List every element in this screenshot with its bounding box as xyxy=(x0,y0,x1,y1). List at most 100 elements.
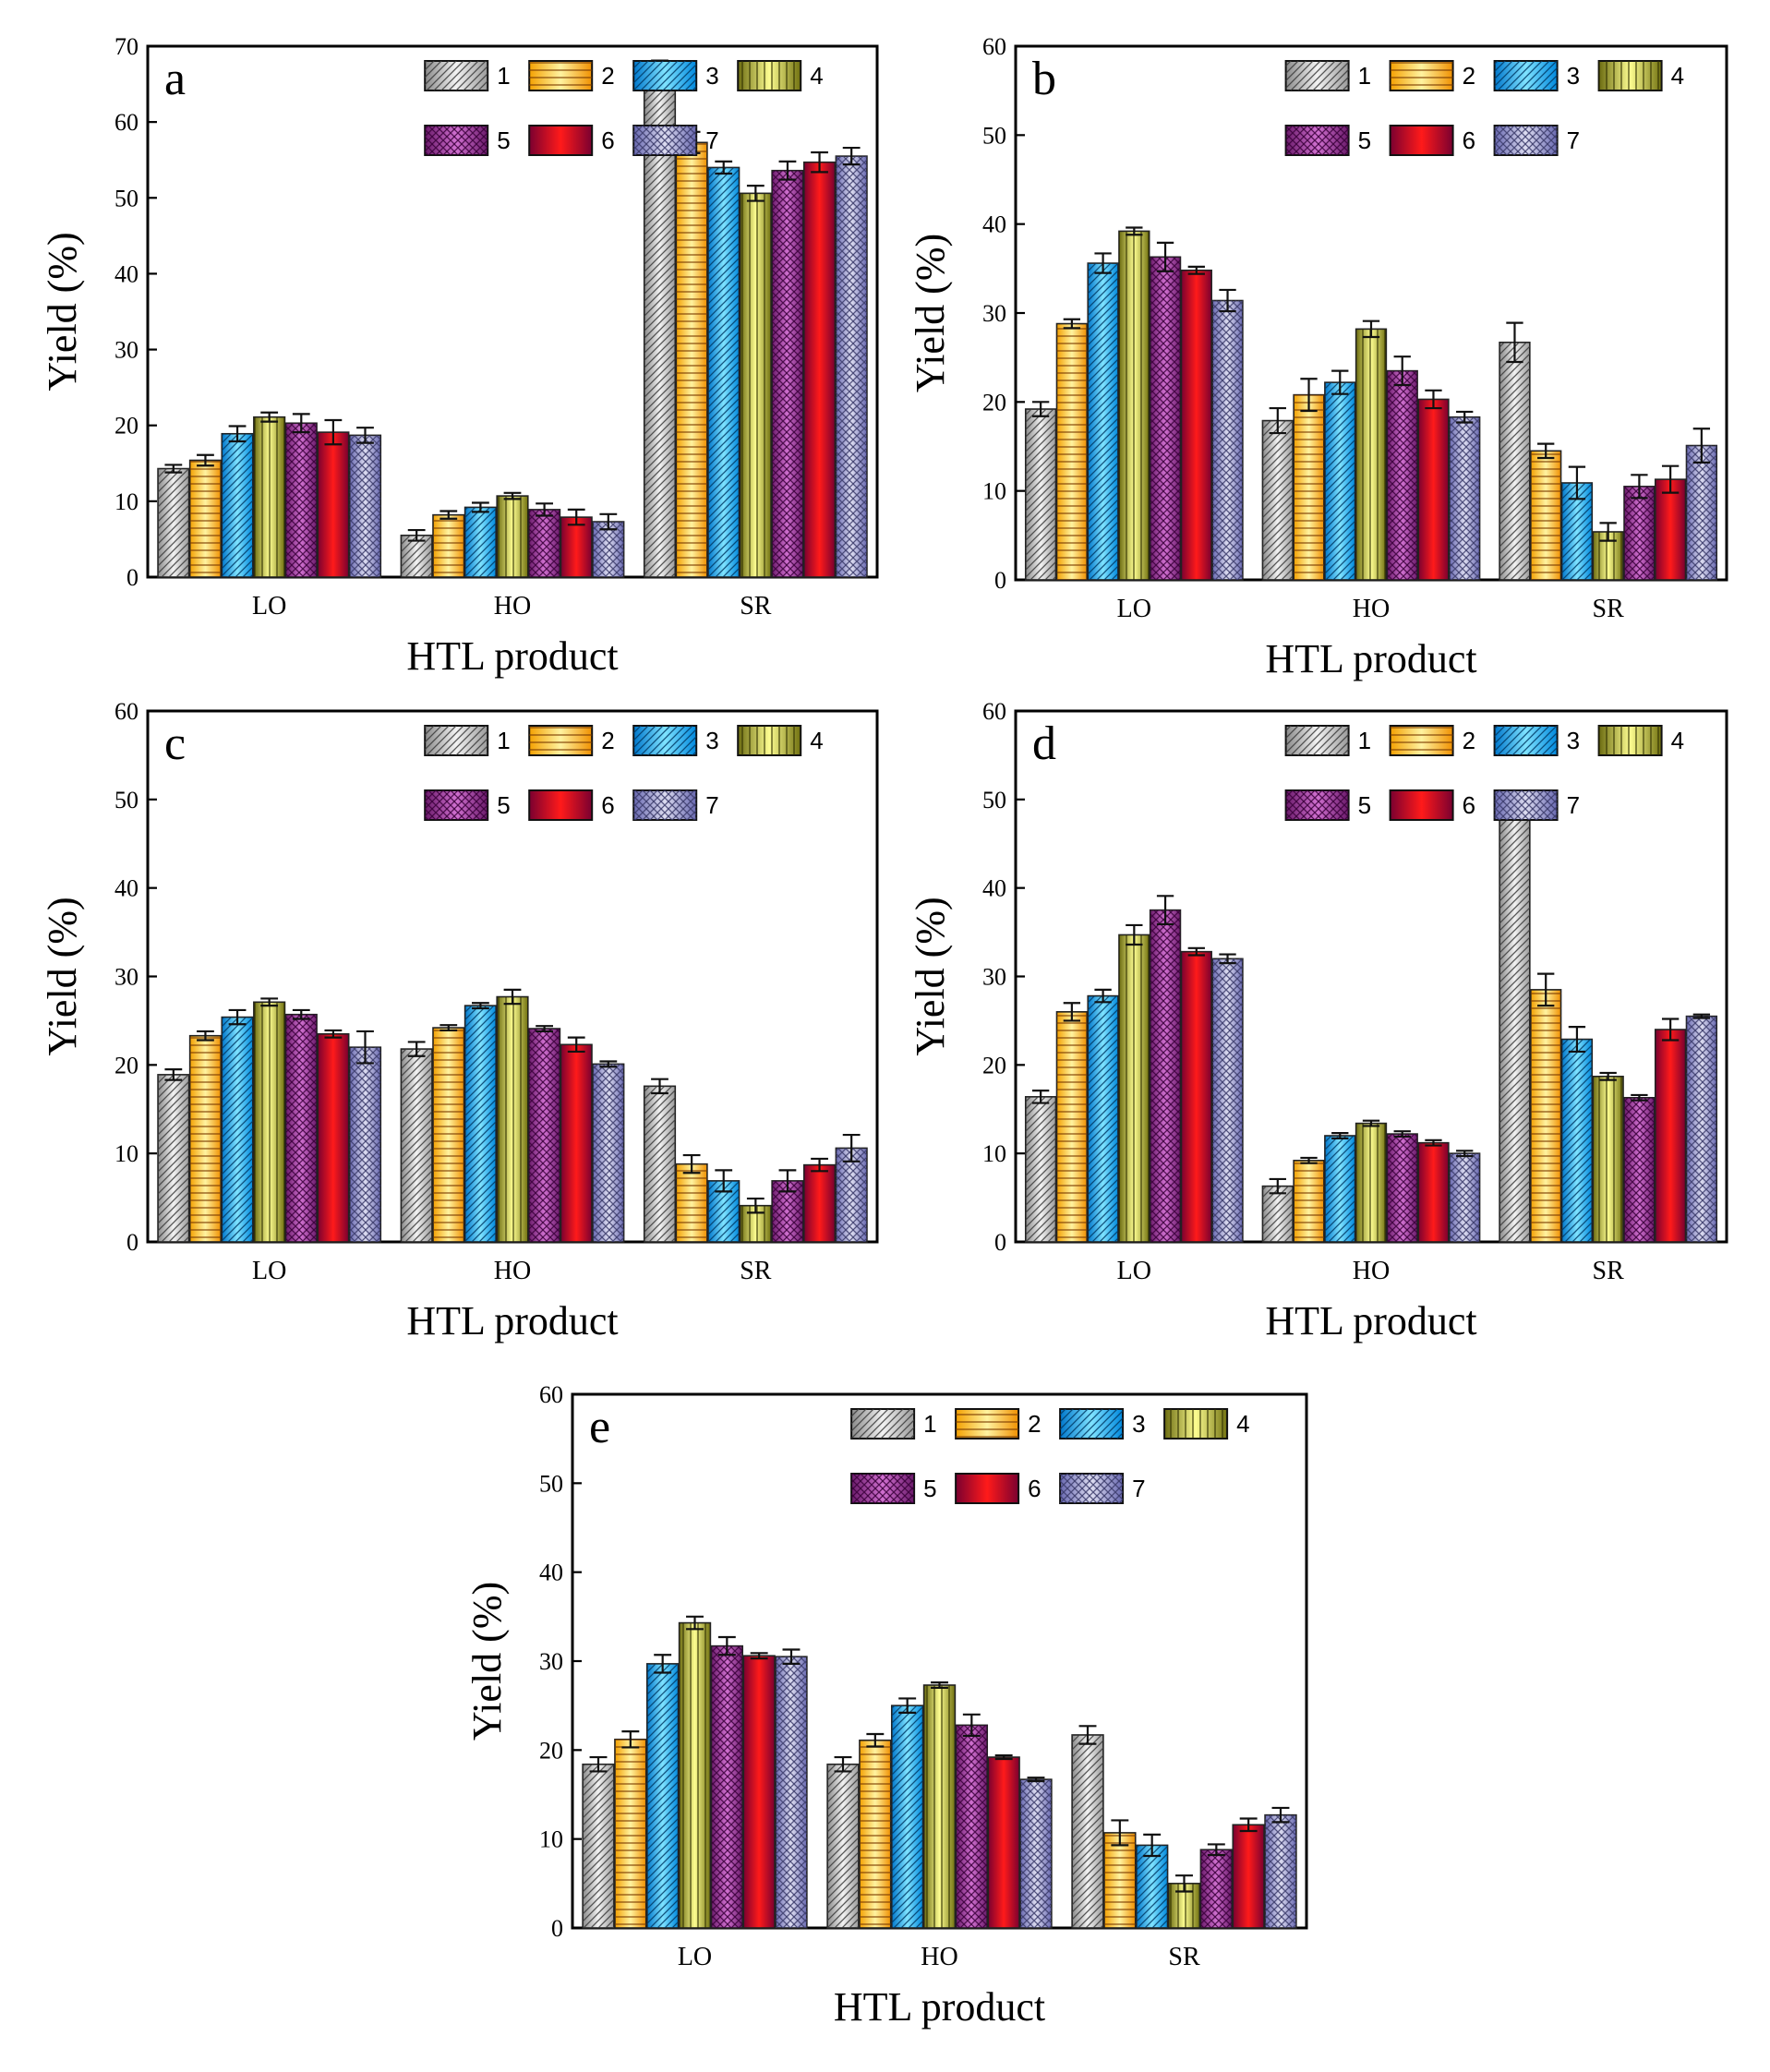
bar-hatch xyxy=(711,1645,743,1928)
y-tick-label: 20 xyxy=(982,1052,1006,1078)
bar-hatch xyxy=(1686,445,1717,580)
bar-hatch xyxy=(679,1622,711,1928)
bar-hatch xyxy=(560,517,593,577)
legend-swatch-hatch xyxy=(1494,790,1558,820)
legend-label-1: 1 xyxy=(497,727,510,754)
y-tick-label: 50 xyxy=(982,787,1006,813)
x-tick-label: HO xyxy=(1353,595,1390,623)
legend-label-5: 5 xyxy=(923,1475,936,1502)
legend-swatch-hatch xyxy=(1164,1409,1228,1439)
bar-hatch xyxy=(1118,231,1150,580)
y-tick-label: 20 xyxy=(539,1737,563,1764)
y-tick-label: 60 xyxy=(539,1381,563,1408)
bar-hatch xyxy=(1499,342,1530,580)
y-tick-label: 30 xyxy=(114,964,138,991)
y-tick-label: 20 xyxy=(982,389,1006,416)
legend-label-2: 2 xyxy=(1028,1410,1041,1438)
y-tick-label: 20 xyxy=(114,1052,138,1078)
panel-b: 0 10 20 30 40 50 60 Yield (%) HTL product b LO HO SR… xyxy=(908,33,1728,681)
bar-hatch xyxy=(222,1017,253,1242)
bar-hatch xyxy=(593,522,624,577)
bar-hatch xyxy=(1324,382,1355,580)
y-tick-label: 70 xyxy=(114,33,138,60)
bar-hatch xyxy=(1118,934,1150,1242)
panel-d: 0 10 20 30 40 50 60 Yield (%) HTL product d LO HO SR… xyxy=(908,698,1728,1343)
legend-swatch-hatch xyxy=(1285,790,1349,820)
bar-hatch xyxy=(707,167,740,577)
legend-label-7: 7 xyxy=(1132,1475,1145,1502)
bar-hatch xyxy=(1212,958,1243,1242)
y-tick-label: 60 xyxy=(982,33,1006,60)
x-axis-title: HTL product xyxy=(834,1984,1045,2030)
x-tick-label: HO xyxy=(494,1257,531,1285)
y-axis-title: Yield (%) xyxy=(908,897,953,1055)
x-tick-label: HO xyxy=(1353,1257,1390,1285)
bar-hatch xyxy=(776,1656,807,1928)
legend-swatch-hatch xyxy=(738,61,801,90)
legend-swatch-hatch xyxy=(425,61,488,90)
x-tick-label: SR xyxy=(1168,1943,1200,1971)
legend-swatch-hatch xyxy=(529,790,593,820)
bar-hatch xyxy=(740,193,772,577)
bar-hatch xyxy=(1655,479,1686,580)
bar-hatch xyxy=(1593,1076,1624,1242)
bar-hatch xyxy=(676,1163,707,1242)
legend-swatch-hatch xyxy=(633,726,697,755)
bar-hatch xyxy=(1530,451,1561,580)
y-tick-label: 0 xyxy=(994,567,1006,594)
legend: 1 2 3 4 5 6 7 xyxy=(1284,725,1684,821)
x-axis-title: HTL product xyxy=(406,1298,618,1343)
bar-hatch xyxy=(1294,394,1324,580)
legend-swatch-hatch xyxy=(1285,61,1349,90)
legend-label-3: 3 xyxy=(1132,1410,1145,1438)
y-tick-label: 0 xyxy=(994,1229,1006,1256)
y-tick-label: 40 xyxy=(539,1560,563,1586)
legend-label-5: 5 xyxy=(497,126,510,154)
bar-hatch xyxy=(1150,257,1181,580)
legend-swatch-hatch xyxy=(1494,726,1558,755)
bar-hatch xyxy=(1181,951,1212,1242)
legend-label-6: 6 xyxy=(1028,1475,1041,1502)
bar-hatch xyxy=(1624,486,1655,580)
bar-hatch xyxy=(318,432,349,577)
panel-a: 0 10 20 30 40 50 60 70 Yield (%) HTL product a LO HO… xyxy=(40,33,879,679)
legend-swatch-hatch xyxy=(529,126,593,155)
legend-swatch-hatch xyxy=(851,1409,915,1439)
legend-label-3: 3 xyxy=(1567,62,1580,90)
bar-hatch xyxy=(1020,1779,1052,1928)
y-tick-label: 0 xyxy=(126,1229,138,1256)
bar-hatch xyxy=(614,1739,646,1928)
bar-hatch xyxy=(1624,1097,1655,1242)
x-tick-label: LO xyxy=(252,1257,286,1285)
y-tick-label: 30 xyxy=(114,337,138,364)
bar-hatch xyxy=(827,1764,859,1928)
y-axis-title: Yield (%) xyxy=(40,232,85,391)
bar-hatch xyxy=(593,1064,624,1242)
legend-label-6: 6 xyxy=(601,126,614,154)
y-tick-label: 40 xyxy=(982,875,1006,902)
legend-label-2: 2 xyxy=(601,727,614,754)
panel-letter: b xyxy=(1032,53,1056,105)
bar-hatch xyxy=(1499,810,1530,1242)
y-tick-label: 30 xyxy=(982,300,1006,327)
bar-hatch xyxy=(158,468,189,577)
y-tick-label: 60 xyxy=(114,698,138,725)
bar-hatch xyxy=(1355,329,1387,580)
x-tick-label: HO xyxy=(921,1943,957,1971)
legend-swatch-hatch xyxy=(1390,61,1453,90)
legend-label-3: 3 xyxy=(705,62,718,90)
bar-hatch xyxy=(189,1035,222,1242)
panel-letter: e xyxy=(589,1401,610,1453)
x-tick-label: SR xyxy=(740,1257,772,1285)
bar-hatch xyxy=(1072,1734,1103,1928)
legend-swatch-hatch xyxy=(425,790,488,820)
bar-hatch xyxy=(1056,1011,1088,1242)
legend-swatch-hatch xyxy=(851,1474,915,1503)
bar-hatch xyxy=(560,1044,593,1242)
bar-hatch xyxy=(1025,409,1056,580)
legend-label-4: 4 xyxy=(1671,62,1684,90)
legend-label-7: 7 xyxy=(705,791,718,819)
bar-hatch xyxy=(1088,995,1118,1242)
y-axis-title: Yield (%) xyxy=(464,1582,510,1741)
legend-label-5: 5 xyxy=(497,791,510,819)
